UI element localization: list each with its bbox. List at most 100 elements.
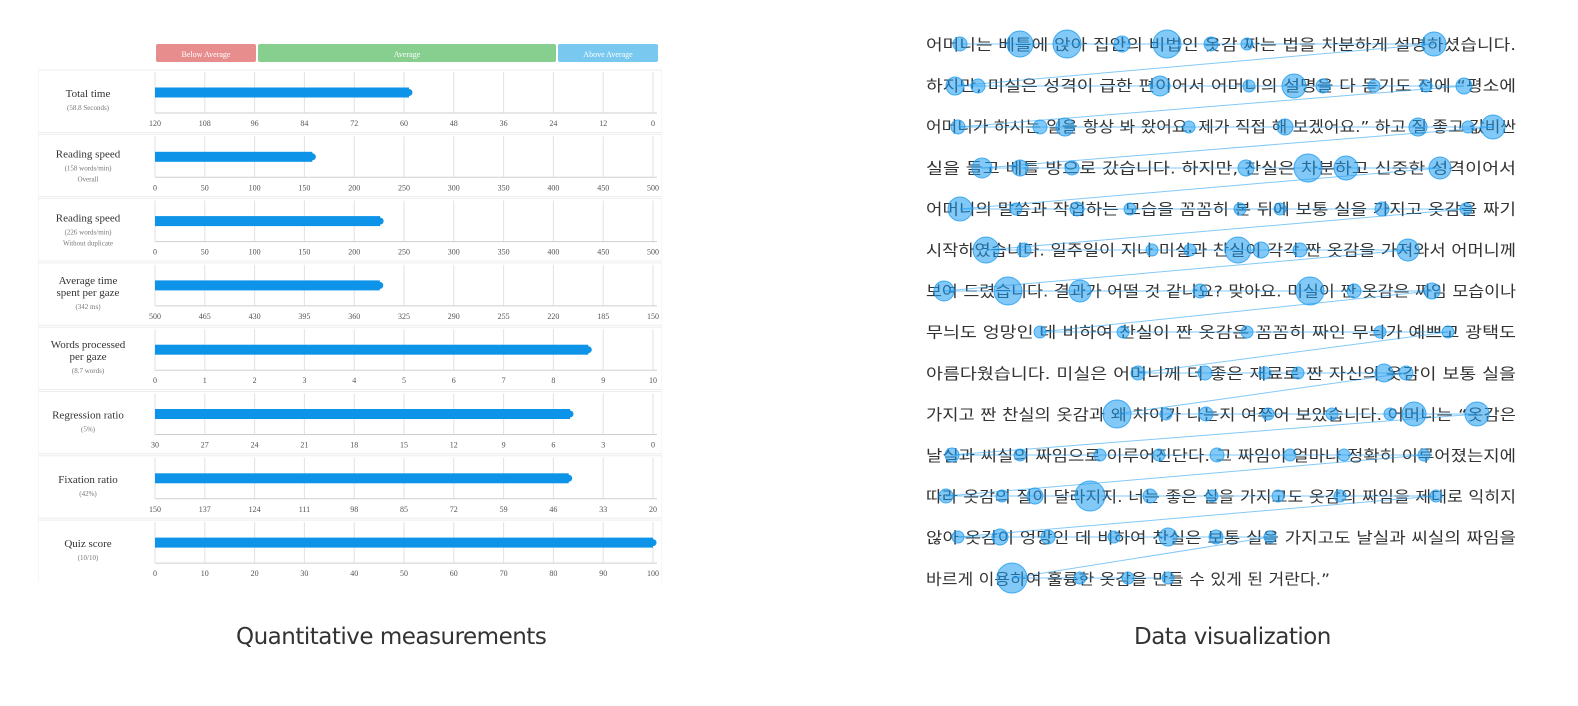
fixation-point	[1208, 529, 1224, 545]
metric-bar	[155, 87, 409, 98]
fixation-point	[1032, 119, 1048, 135]
metric-label: Reading speed	[56, 213, 121, 225]
fixation-point	[1428, 156, 1452, 180]
text-line: 가지고 짠 찬실의 옷감과 왜 차이가 나는지 여쭈어 보았습니다. 어머니는 …	[926, 406, 1516, 424]
fixation-point	[1011, 159, 1029, 177]
metric-sub: (158 words/min)	[65, 164, 113, 172]
tick-label: 200	[348, 183, 360, 192]
saccade-line	[954, 43, 1435, 87]
text-line: 아름다웠습니다. 미실은 어머니께 더 좋은 재료로 짠 자신의 옷감이 보통 …	[926, 365, 1516, 383]
metric-bar-end	[565, 474, 573, 482]
metric-bar	[155, 151, 313, 162]
tick-label: 124	[249, 505, 261, 514]
fixation-point	[1183, 243, 1197, 257]
tick-label: 500	[647, 248, 659, 257]
tick-label: 2	[253, 376, 257, 385]
band-label: Average	[394, 50, 421, 59]
tick-label: 111	[299, 505, 310, 514]
metric-row	[37, 262, 663, 326]
metric-label: Words processed	[51, 339, 126, 351]
fixation-point	[1396, 238, 1420, 262]
fixation-point	[996, 562, 1028, 594]
saccade-line	[1116, 372, 1407, 415]
fixation-point	[991, 528, 1009, 546]
tick-label: 9	[502, 441, 506, 450]
fixation-point	[1192, 283, 1208, 299]
fixation-point	[971, 157, 993, 179]
metric-sub: (8.7 words)	[72, 367, 105, 375]
metric-row	[37, 69, 663, 133]
fixation-point	[1233, 202, 1247, 216]
tick-label: 85	[400, 505, 408, 514]
band-below	[156, 44, 256, 62]
band-above	[558, 44, 658, 62]
tick-label: 72	[350, 119, 358, 128]
caption-quantitative: Quantitative measurements	[236, 624, 547, 650]
metric-bar-end	[584, 346, 592, 354]
fixation-point	[1398, 365, 1414, 381]
band-average	[258, 44, 556, 62]
fixation-point	[1026, 487, 1044, 505]
fixation-point	[972, 236, 1000, 264]
metric-sub: Overall	[78, 175, 99, 183]
fixation-point	[1158, 527, 1178, 547]
tick-label: 100	[249, 183, 261, 192]
tick-label: 27	[201, 441, 209, 450]
fixation-point	[1315, 78, 1331, 94]
fixation-point	[1102, 399, 1132, 429]
tick-label: 30	[151, 441, 159, 450]
fixation-point	[938, 488, 954, 504]
fixation-point	[1093, 448, 1107, 462]
fixation-point	[1283, 448, 1297, 462]
tick-label: 0	[153, 248, 157, 257]
tick-label: 300	[448, 183, 460, 192]
fixation-point	[947, 196, 973, 222]
fixation-point	[1333, 489, 1347, 503]
fixation-point	[1374, 201, 1390, 217]
metric-label: Average time	[59, 275, 118, 287]
fixation-point	[1240, 325, 1254, 339]
tick-label: 60	[400, 119, 408, 128]
fixation-point	[1261, 407, 1275, 421]
tick-label: 80	[549, 569, 557, 578]
tick-label: 108	[199, 119, 211, 128]
fixation-point	[1016, 242, 1032, 258]
tick-label: 255	[498, 312, 510, 321]
tick-label: 20	[649, 505, 657, 514]
tick-label: 7	[502, 376, 506, 385]
tick-label: 40	[350, 569, 358, 578]
tick-label: 70	[500, 569, 508, 578]
fixation-point	[1145, 243, 1159, 257]
tick-label: 0	[651, 441, 655, 450]
tick-label: 450	[597, 248, 609, 257]
band-label: Below Average	[182, 50, 231, 59]
metric-label: Quiz score	[64, 538, 111, 550]
fixation-point	[1325, 407, 1339, 421]
metric-bar-end	[405, 89, 413, 96]
metric-label: Total time	[66, 88, 111, 100]
tick-label: 450	[597, 183, 609, 192]
metric-bar-end	[376, 281, 384, 289]
tick-label: 98	[350, 505, 358, 514]
text-line: 무늬도 엉망인 데 비하여 찬실이 짠 옷감은 꼼꼼히 짜인 무늬가 예쁘고 광…	[926, 324, 1516, 342]
metric-sub: (58.8 Seconds)	[67, 104, 110, 112]
tick-label: 0	[153, 569, 157, 578]
fixation-point	[950, 119, 966, 135]
fixation-point	[1455, 77, 1473, 95]
fixation-point	[1295, 276, 1325, 306]
tick-label: 400	[547, 248, 559, 257]
gaze-overlay-svg: 어머니는 베틀에 앉아 집안의 비법인 옷감 짜는 법을 차분하게 설명하셨습니…	[926, 29, 1516, 594]
tick-label: 36	[500, 119, 508, 128]
fixation-point	[1252, 241, 1270, 259]
fixation-point	[1064, 160, 1080, 176]
fixation-point	[1423, 282, 1441, 300]
tick-label: 3	[302, 376, 306, 385]
fixation-point	[1464, 401, 1490, 427]
metric-label: Fixation ratio	[58, 474, 118, 486]
fixation-point	[1182, 120, 1196, 134]
fixation-point	[1159, 407, 1173, 421]
caption-visualization: Data visualization	[1134, 624, 1331, 650]
saccade-line	[985, 208, 1467, 251]
tick-label: 90	[599, 569, 607, 578]
